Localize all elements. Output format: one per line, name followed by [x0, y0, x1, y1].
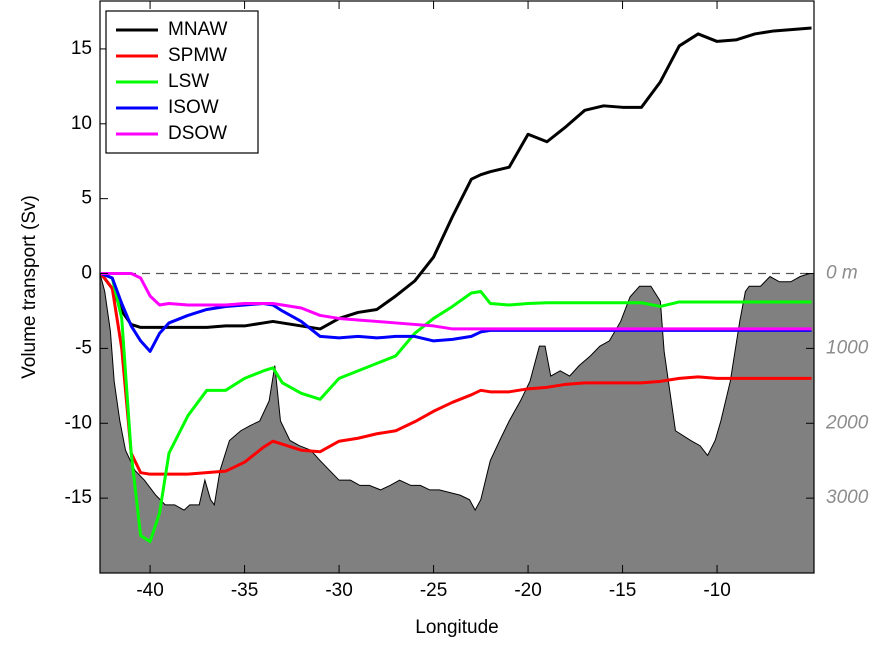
- y-tick-label: 5: [81, 188, 92, 209]
- x-tick-label: -10: [703, 580, 730, 601]
- y-axis-label: Volume transport (Sv): [19, 195, 40, 379]
- x-tick-label: -40: [136, 580, 163, 601]
- legend-label: SPMW: [168, 45, 227, 66]
- y2-tick-label: 3000: [826, 487, 869, 508]
- y2-tick-label: 1000: [826, 337, 869, 358]
- legend-label: ISOW: [168, 97, 219, 118]
- y-tick-label: -5: [75, 337, 92, 358]
- x-tick-label: -25: [420, 580, 447, 601]
- x-tick-label: -15: [609, 580, 636, 601]
- series-line: [99, 272, 812, 476]
- legend-label: MNAW: [168, 19, 228, 40]
- y-tick-label: 15: [71, 38, 92, 59]
- y2-tick-label: 2000: [825, 412, 869, 433]
- x-tick-label: -35: [231, 580, 258, 601]
- y-tick-label: -15: [65, 487, 92, 508]
- x-axis-label: Longitude: [415, 617, 498, 638]
- y-tick-label: 0: [81, 263, 92, 284]
- series-line: [100, 272, 812, 331]
- x-tick-label: -20: [514, 580, 541, 601]
- y-tick-label: -10: [65, 412, 92, 433]
- legend-label: LSW: [168, 71, 209, 92]
- series-line: [100, 272, 812, 353]
- bathymetry-area: [99, 273, 815, 574]
- x-tick-label: -30: [325, 580, 352, 601]
- y-tick-label: 10: [71, 113, 92, 134]
- plot-frame: [99, 0, 815, 574]
- series-line: [99, 26, 812, 331]
- y2-tick-label: 0 m: [826, 263, 858, 284]
- legend-label: DSOW: [168, 123, 227, 144]
